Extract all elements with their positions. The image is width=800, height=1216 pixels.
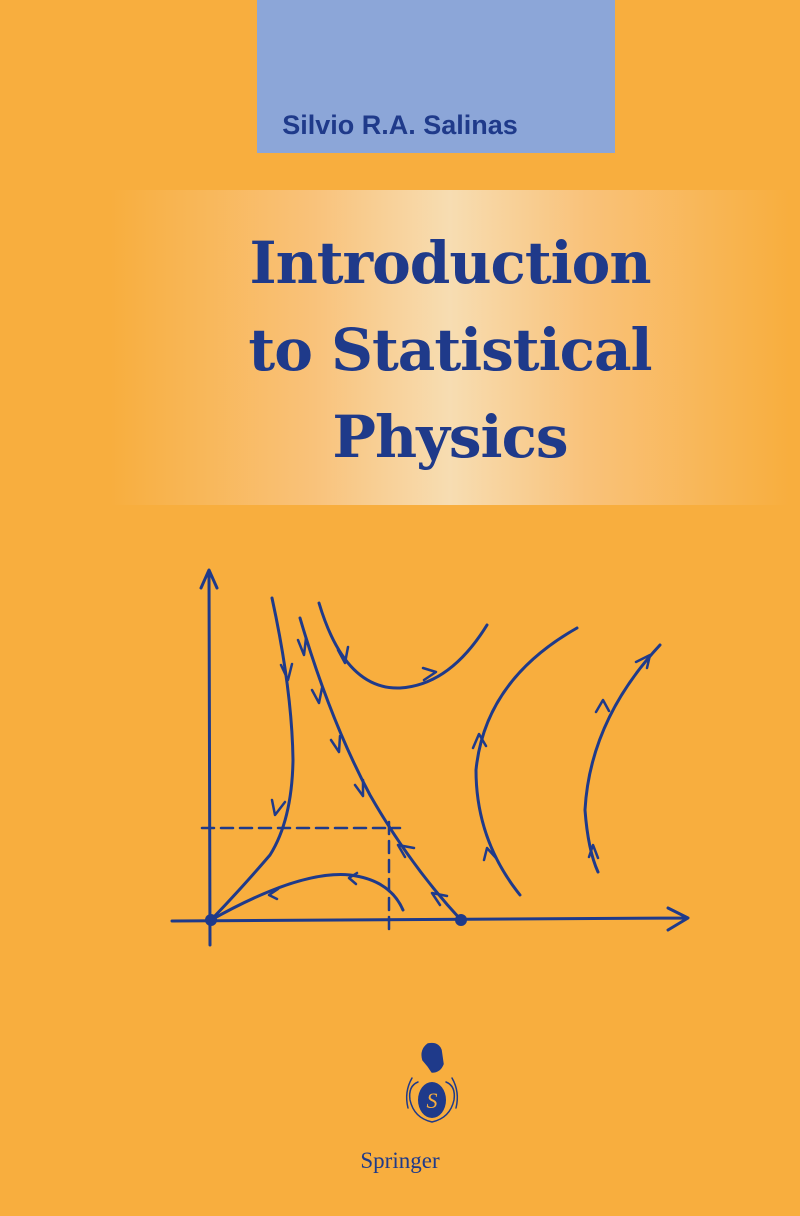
flow-line-5 bbox=[583, 643, 662, 874]
author-name: Silvio R.A. Salinas bbox=[282, 110, 518, 140]
flow-line-2 bbox=[298, 616, 463, 922]
arrowheads bbox=[267, 636, 652, 907]
title-panel bbox=[110, 190, 790, 505]
title-line-2: to Statistical bbox=[248, 316, 652, 384]
book-title: Introduction to Statistical Physics bbox=[110, 220, 790, 481]
flow-line-3 bbox=[317, 601, 489, 690]
publisher-name: Springer bbox=[360, 1148, 440, 1173]
springer-knight-logo: S bbox=[405, 1042, 459, 1123]
fixed-point-critical bbox=[455, 914, 467, 926]
x-axis bbox=[170, 906, 690, 932]
flow-line-6 bbox=[209, 873, 405, 922]
title-line-1: Introduction bbox=[249, 229, 651, 297]
flow-line-1 bbox=[209, 596, 295, 922]
title-line-3: Physics bbox=[332, 403, 568, 471]
fixed-point-origin bbox=[205, 914, 217, 926]
flow-line-4 bbox=[474, 626, 579, 897]
y-axis bbox=[199, 568, 219, 947]
svg-text:S: S bbox=[427, 1088, 438, 1113]
author-box bbox=[257, 0, 615, 153]
